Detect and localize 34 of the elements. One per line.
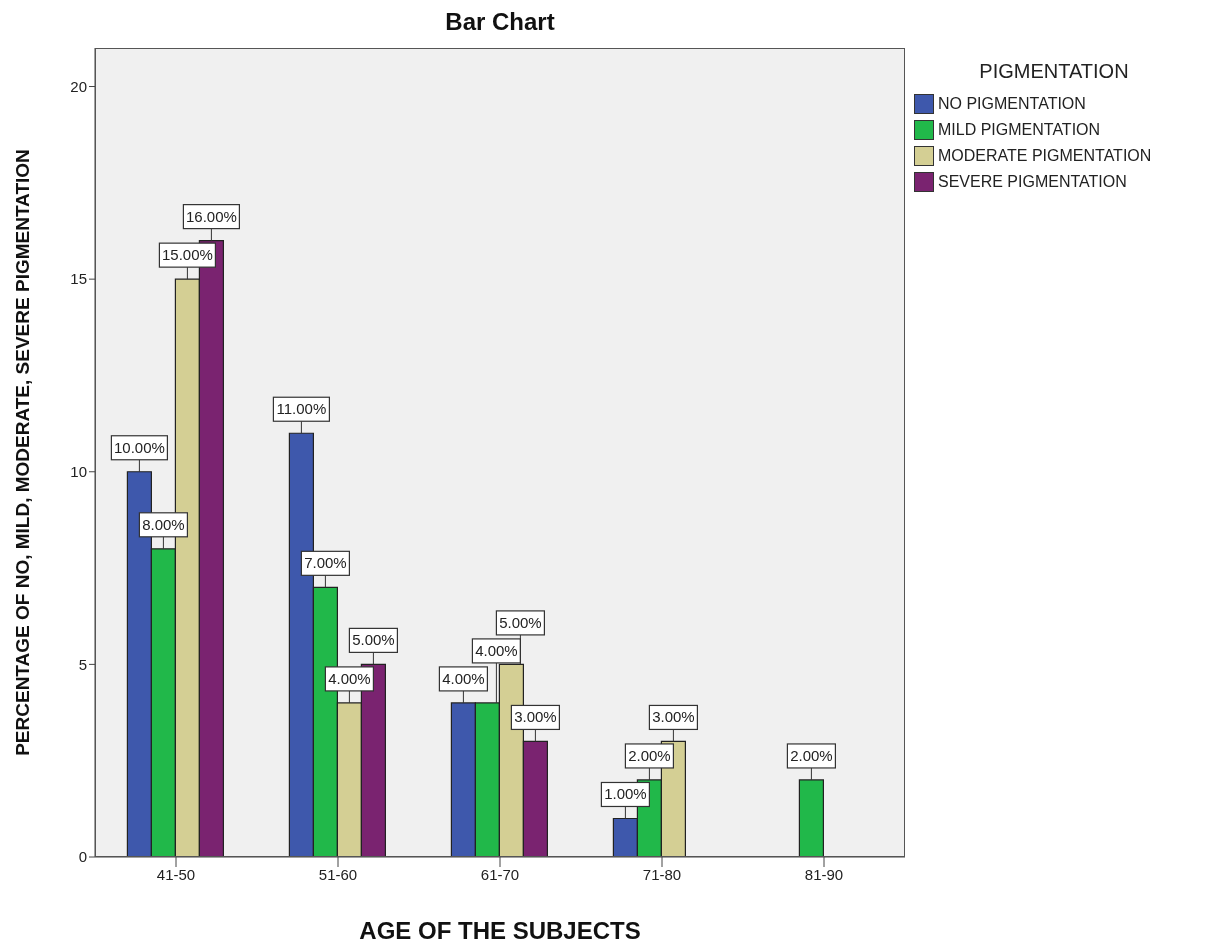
y-tick-label: 0	[78, 848, 87, 866]
data-label: 2.00%	[790, 746, 833, 764]
data-label: 4.00%	[475, 641, 518, 659]
legend-label: NO PIGMENTATION	[938, 95, 1086, 113]
y-tick-label: 10	[70, 463, 87, 481]
x-tick-label: 51-60	[318, 865, 358, 883]
data-label: 5.00%	[352, 631, 395, 649]
x-tick-label: 81-90	[804, 865, 844, 883]
y-axis-title: PERCENTAGE OF NO, MILD, MODERATE, SEVERE PIGMENTATION	[11, 149, 33, 756]
data-label: 3.00%	[652, 708, 695, 726]
legend-label: SEVERE PIGMENTATION	[938, 173, 1127, 191]
data-label: 3.00%	[514, 708, 557, 726]
data-label: 16.00%	[185, 207, 237, 225]
data-label: 7.00%	[304, 554, 347, 572]
legend-title: PIGMENTATION	[978, 60, 1130, 83]
data-label: 5.00%	[499, 613, 542, 631]
data-label: 2.00%	[628, 746, 671, 764]
data-label: 8.00%	[142, 515, 185, 533]
legend-label: MODERATE PIGMENTATION	[938, 147, 1152, 165]
data-label: 15.00%	[161, 246, 213, 264]
x-tick-label: 41-50	[156, 865, 196, 883]
y-tick-label: 20	[70, 77, 87, 95]
data-label: 4.00%	[328, 669, 371, 687]
y-tick-label: 15	[70, 270, 87, 288]
y-tick-label: 5	[78, 655, 87, 673]
data-label: 1.00%	[604, 785, 647, 803]
x-tick-label: 71-80	[642, 865, 682, 883]
chart-title: Bar Chart	[444, 8, 556, 36]
data-label: 4.00%	[442, 669, 485, 687]
x-axis-title: AGE OF THE SUBJECTS	[359, 917, 641, 944]
data-label: 10.00%	[113, 438, 165, 456]
data-label: 11.00%	[276, 400, 327, 418]
legend-label: MILD PIGMENTATION	[938, 121, 1101, 139]
x-tick-label: 61-70	[480, 865, 520, 883]
